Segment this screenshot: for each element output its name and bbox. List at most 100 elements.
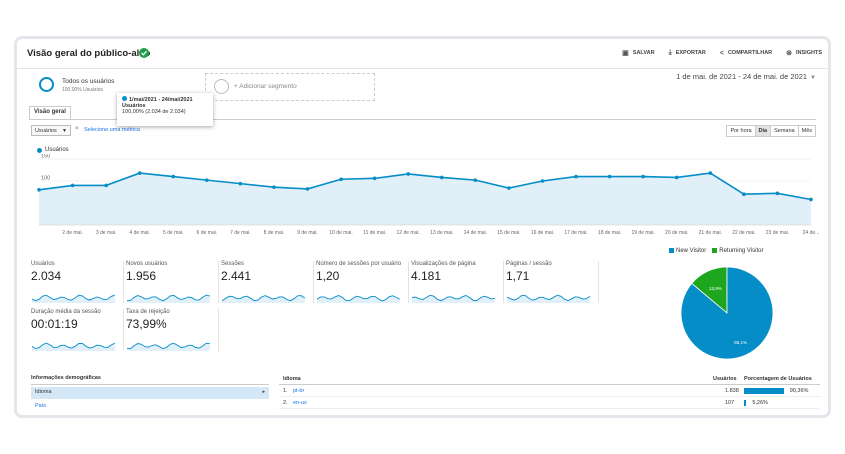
export-button[interactable]: ⤓ EXPORTAR <box>668 49 706 56</box>
col-percent: Porcentagem de Usuários <box>744 376 812 382</box>
sparkline <box>126 342 210 351</box>
data-point[interactable] <box>272 185 276 189</box>
insights-button[interactable]: ⊛ INSIGHTS <box>786 50 822 57</box>
sparkline-line <box>126 342 210 350</box>
save-button[interactable]: ▣ SALVAR <box>622 50 655 57</box>
demographics-header: Informações demográficas <box>31 375 269 385</box>
add-segment-button[interactable]: + Adicionar segmento <box>205 73 375 101</box>
granularity-day[interactable]: Dia <box>754 125 772 137</box>
data-point[interactable] <box>540 179 545 183</box>
sparkline-line <box>31 342 116 349</box>
export-icon: ⤓ <box>668 49 672 56</box>
scorecards: Usuários 2.034 Novos usuários 1.956 Sessões 2… <box>31 261 611 361</box>
data-point[interactable] <box>305 187 310 191</box>
table-header: Idioma Usuários Porcentagem de Usuários <box>279 375 820 385</box>
sparkline-area <box>32 343 115 351</box>
segment-all-users[interactable]: Todos os usuários 100,00% Usuários <box>29 73 195 101</box>
sparkline <box>126 294 210 303</box>
scorecard[interactable]: Usuários 2.034 <box>31 261 119 303</box>
scorecard[interactable]: Duração média da sessão 00:01:19 <box>31 309 119 351</box>
x-tick-label: 22 de mai. <box>732 230 755 236</box>
x-tick-label: 5 de mai. <box>163 230 184 236</box>
share-button[interactable]: < COMPARTILHAR <box>719 49 773 57</box>
chevron-down-icon: ▼ <box>62 128 67 134</box>
data-point[interactable] <box>37 188 41 192</box>
data-point[interactable] <box>742 192 746 196</box>
sparkline <box>316 295 400 303</box>
scorecard[interactable]: Sessões 2.441 <box>221 261 309 303</box>
series-dot-icon <box>37 147 42 153</box>
pie-slice[interactable] <box>680 266 774 360</box>
chart-legend: Usuários <box>37 147 69 153</box>
save-icon: ▣ <box>622 50 629 57</box>
scorecard-value: 1.956 <box>126 269 157 283</box>
data-point[interactable] <box>238 181 243 186</box>
tab-overview[interactable]: Visão geral <box>29 106 71 119</box>
add-metric-link[interactable]: Selecione uma métrica <box>84 127 140 133</box>
scorecard[interactable]: Páginas / sessão 1,71 <box>506 261 594 303</box>
scorecard[interactable]: Taxa de rejeição 73,99% <box>126 309 214 351</box>
sparkline-area <box>317 295 400 303</box>
close-icon[interactable]: × <box>75 126 79 132</box>
page-title: Visão geral do público-alvo <box>27 48 151 59</box>
segment-ring-icon <box>39 77 54 92</box>
insights-icon: ⊛ <box>786 50 793 57</box>
row-language[interactable]: pt-br <box>293 388 305 394</box>
demographics-country-link[interactable]: País <box>35 403 47 409</box>
x-tick-label: 17 de mai. <box>564 230 587 236</box>
divider <box>123 261 124 303</box>
x-tick-label: 3 de mai. <box>96 230 117 236</box>
x-tick-label: 11 de mai. <box>363 230 386 236</box>
page-header: Visão geral do público-alvo ▣ SALVAR ⤓ EXP… <box>17 39 828 69</box>
data-point[interactable] <box>674 175 679 180</box>
scorecard-value: 2.441 <box>221 269 252 283</box>
divider <box>408 261 409 303</box>
scorecard[interactable]: Visualizações de página 4.181 <box>411 261 499 303</box>
scorecard[interactable]: Novos usuários 1.956 <box>126 261 214 303</box>
demographics-selected[interactable]: Idioma ▸ <box>31 387 269 399</box>
data-point[interactable] <box>507 186 511 190</box>
empty-ring-icon <box>214 79 229 94</box>
row-percent: 90,36% <box>789 388 809 394</box>
metric-select[interactable]: Usuários ▼ <box>31 125 71 136</box>
sparkline-area <box>127 295 210 303</box>
sparkline <box>31 294 115 303</box>
data-point[interactable] <box>372 176 377 181</box>
data-point[interactable] <box>137 171 142 175</box>
pie-legend-new: New Visitor <box>669 248 706 254</box>
data-point[interactable] <box>339 177 343 182</box>
share-icon: < <box>719 49 724 57</box>
x-tick-label: 8 de mai. <box>264 230 285 236</box>
chevron-right-icon: ▸ <box>262 389 265 395</box>
row-users: 107 <box>725 400 735 406</box>
scorecard-value: 00:01:19 <box>31 317 78 331</box>
granularity-week[interactable]: Semana <box>770 125 799 137</box>
tab-divider <box>29 119 816 120</box>
data-point[interactable] <box>809 197 813 202</box>
data-point[interactable] <box>205 178 209 182</box>
col-language: Idioma <box>283 376 301 382</box>
scorecard[interactable]: Número de sessões por usuário 1,20 <box>316 261 404 303</box>
granularity-month[interactable]: Mês <box>797 125 816 137</box>
x-tick-label: 16 de mai. <box>531 230 554 236</box>
data-point[interactable] <box>171 174 176 179</box>
analytics-panel: Visão geral do público-alvo ▣ SALVAR ⤓ EXP… <box>14 36 831 418</box>
data-point[interactable] <box>574 174 578 179</box>
x-tick-label: 9 de mai. <box>297 230 318 236</box>
sparkline-line <box>31 294 115 302</box>
data-point[interactable] <box>406 172 411 176</box>
granularity-hour[interactable]: Por hora <box>726 125 756 137</box>
row-language[interactable]: en-us <box>293 400 307 406</box>
data-point[interactable] <box>439 175 444 180</box>
scorecard-value: 4.181 <box>411 269 442 283</box>
date-range-picker[interactable]: 1 de mai. de 2021 - 24 de mai. de 2021 ▼ <box>676 72 816 81</box>
data-point[interactable] <box>641 174 645 179</box>
x-tick-label: 4 de mai. <box>129 230 150 236</box>
data-point[interactable] <box>70 183 75 188</box>
data-point[interactable] <box>473 178 478 182</box>
data-point[interactable] <box>104 183 108 188</box>
data-point[interactable] <box>708 171 713 175</box>
data-point[interactable] <box>607 174 612 179</box>
data-point[interactable] <box>775 191 780 196</box>
row-percent: 5,26% <box>752 400 768 406</box>
